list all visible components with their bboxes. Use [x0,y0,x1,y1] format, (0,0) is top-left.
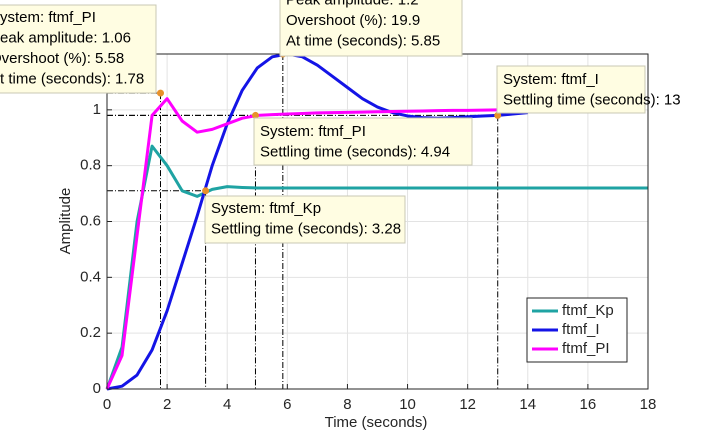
datatip-text: Settling time (seconds): 13 [503,91,681,108]
y-tick-label: 0.8 [80,157,101,174]
x-tick-label: 4 [223,396,231,413]
datatip: System: ftmf_PI Peak amplitude: 1.06 Overs… [0,4,157,94]
y-tick-label: 0.6 [80,212,101,229]
series-line [106,52,528,391]
datatip-marker [251,111,259,119]
legend-label: ftmf_Kp [562,302,614,319]
datatip-text: Overshoot (%): 5.58 [0,50,124,67]
datatip-text: Overshoot (%): 19.9 [286,12,420,29]
x-tick-label: 14 [519,396,536,413]
x-tick-label: 10 [399,396,416,413]
datatip-box [204,195,406,244]
series-line [105,144,648,390]
x-tick-label: 8 [343,396,351,413]
datatip-text: Settling time (seconds): 4.94 [260,143,450,160]
x-tick-label: 12 [459,396,476,413]
x-tick-label: 2 [163,396,171,413]
datatip-text: System: ftmf_PI [260,123,366,140]
datatip-text: System: ftmf_I [503,71,599,88]
x-tick-label: 18 [640,396,657,413]
x-axis-label: Time (seconds) [325,414,428,431]
series-line [105,97,498,390]
datatip-box [496,65,646,114]
datatip-box [253,117,473,166]
y-tick-label: 0.2 [80,324,101,341]
y-tick-label: 0.4 [80,268,101,285]
x-tick-label: 0 [103,396,111,413]
datatip: System: ftmf_Kp Settling time (seconds): … [204,195,406,244]
datatip-text: Peak amplitude: 1.06 [0,29,131,46]
datatip-text: Peak amplitude: 1.2 [286,0,419,8]
datatip-marker [202,187,210,195]
datatip-text: At time (seconds): 5.85 [286,32,440,49]
legend-label: ftmf_PI [562,340,610,357]
y-tick-label: 0 [93,380,101,397]
x-tick-label: 16 [580,396,597,413]
datatip: System: ftmf_I Settling time (seconds): 1… [496,65,681,114]
datatip-marker [156,89,164,97]
datatip-box [0,4,157,94]
x-tick-label: 6 [283,396,291,413]
datatip-marker [494,111,502,119]
datatip-box [279,0,463,57]
datatip-text: Settling time (seconds): 3.28 [211,220,401,237]
legend-label: ftmf_I [562,321,600,338]
datatip-text: At time (seconds): 1.78 [0,70,144,87]
datatip-text: System: ftmf_PI [0,9,96,26]
y-axis-label: Amplitude [57,188,74,255]
datatip-text: System: ftmf_Kp [211,200,321,217]
datatip: System: ftmf_PI Settling time (seconds): … [253,117,473,166]
y-tick-label: 1 [93,101,101,118]
